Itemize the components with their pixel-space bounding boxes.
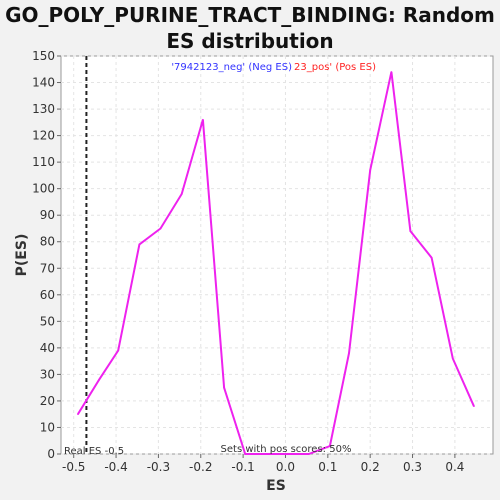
data-point [473, 405, 475, 408]
data-point [369, 169, 371, 171]
y-tick-label: 140 [32, 76, 55, 90]
series-layer [77, 56, 475, 455]
y-tick-label: 40 [40, 341, 55, 355]
y-tick-label: 0 [47, 447, 55, 461]
y-tick-label: 100 [32, 182, 55, 196]
y-tick-label: 110 [32, 155, 55, 169]
data-point [180, 193, 183, 195]
x-tick-label: -0.1 [231, 460, 254, 474]
data-point [117, 349, 119, 352]
chart-title: GO_POLY_PURINE_TRACT_BINDING: Random ES … [0, 2, 500, 54]
chart-title-line2: ES distribution [166, 29, 334, 53]
y-tick-label: 50 [40, 314, 55, 328]
real-es-annotation: Real ES -0.5 [64, 446, 124, 457]
x-tick-label: 0.2 [361, 460, 380, 474]
legend-pos-label: 23_pos' (Pos ES) [294, 62, 376, 73]
data-point [409, 230, 412, 232]
y-tick-label: 120 [32, 129, 55, 143]
x-tick-label: 0.3 [403, 460, 422, 474]
x-tick-label: -0.3 [147, 460, 170, 474]
data-point [307, 453, 310, 455]
x-axis-title: ES [266, 478, 286, 494]
data-point [223, 386, 225, 389]
chart-title-line1: GO_POLY_PURINE_TRACT_BINDING: Random [5, 3, 495, 27]
data-point [451, 357, 454, 360]
y-tick-label: 130 [32, 102, 55, 116]
data-point [265, 453, 268, 455]
x-tick-label: -0.4 [104, 460, 127, 474]
pos-scores-annotation: Sets with pos scores: 50% [221, 444, 352, 455]
data-point [390, 71, 393, 73]
x-tick-label: -0.2 [189, 460, 212, 474]
data-point [138, 243, 141, 246]
data-point [159, 227, 162, 230]
data-point [329, 445, 331, 447]
y-tick-label: 20 [40, 394, 55, 408]
x-tick-label: 0.0 [276, 460, 295, 474]
data-point [202, 118, 204, 121]
data-point [244, 453, 247, 455]
axis-layer: 0 10 20 30 40 50 60 70 80 90 100 110 120 130 140 150 -0.… [32, 49, 464, 474]
data-point [77, 413, 79, 416]
plot-area [60, 55, 494, 455]
y-tick-label: 80 [40, 235, 55, 249]
data-point [98, 378, 100, 381]
x-tick-label: 0.4 [445, 460, 464, 474]
data-point [286, 453, 289, 455]
y-axis-title: P(ES) [14, 234, 30, 277]
y-tick-label: 10 [40, 420, 55, 434]
y-tick-label: 30 [40, 367, 55, 381]
data-point [348, 352, 350, 354]
y-tick-label: 70 [40, 261, 55, 275]
es-distribution-line [77, 71, 475, 455]
x-tick-label: -0.5 [62, 460, 85, 474]
y-tick-label: 60 [40, 288, 55, 302]
data-point [430, 256, 433, 259]
y-tick-label: 90 [40, 208, 55, 222]
grid-layer [61, 55, 493, 455]
y-tick-label: 150 [32, 49, 55, 63]
legend-neg-label: '7942123_neg' (Neg ES) [171, 62, 292, 73]
x-tick-label: 0.1 [318, 460, 337, 474]
